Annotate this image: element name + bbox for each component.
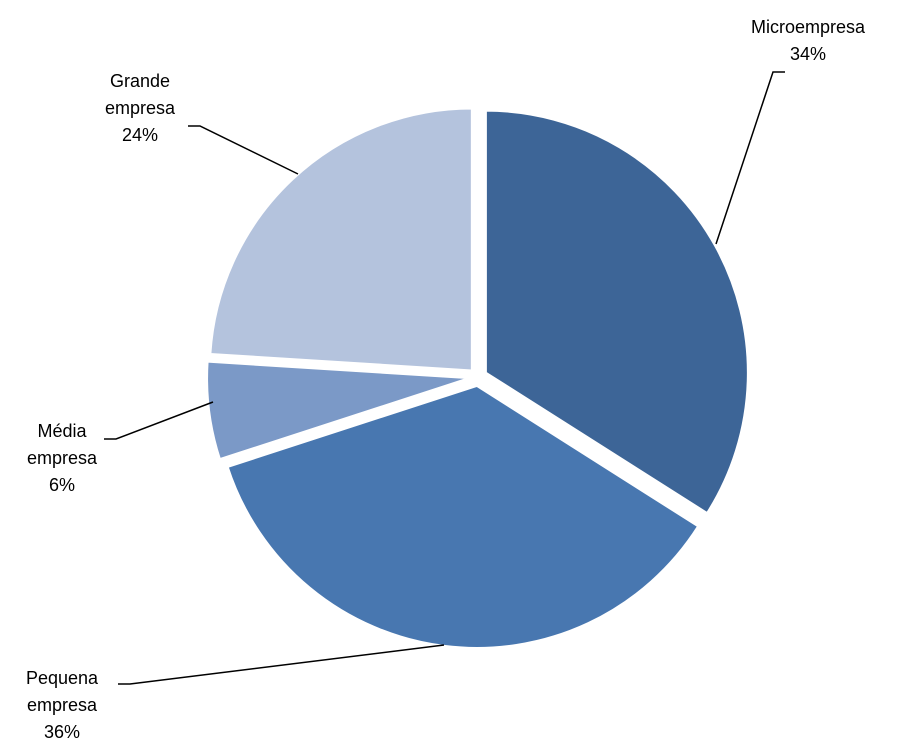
leader-line-media-empresa: [104, 401, 214, 440]
data-label-pequena-empresa: Pequena empresa 36%: [26, 668, 99, 742]
pie-slice-microempresa: [484, 109, 749, 515]
data-label-grande-empresa: Grande empresa 24%: [105, 71, 176, 145]
data-label-microempresa: Microempresa 34%: [751, 17, 866, 64]
data-label-media-empresa: Média empresa 6%: [27, 421, 98, 495]
pie-slice-media-empresa: [206, 360, 470, 461]
data-label-name-line: empresa: [27, 448, 98, 468]
pie-slices: [206, 107, 749, 649]
data-labels: Microempresa 34% Pequena empresa 36% Média emp…: [26, 17, 866, 742]
leader-line-grande-empresa: [188, 125, 299, 175]
pie-slice-pequena-empresa: [226, 384, 700, 649]
leader-line-microempresa: [715, 71, 785, 245]
data-label-percent: 36%: [44, 722, 80, 742]
data-label-percent: 34%: [790, 44, 826, 64]
data-label-percent: 24%: [122, 125, 158, 145]
leader-lines: [104, 71, 785, 685]
data-label-name-line: Pequena: [26, 668, 99, 688]
data-label-name-line: Grande: [110, 71, 170, 91]
data-label-name-line: Média: [37, 421, 87, 441]
data-label-name-line: Microempresa: [751, 17, 866, 37]
pie-slice-grande-empresa: [209, 107, 473, 372]
leader-line-pequena-empresa: [118, 644, 445, 685]
data-label-name-line: empresa: [105, 98, 176, 118]
data-label-name-line: empresa: [27, 695, 98, 715]
data-label-percent: 6%: [49, 475, 75, 495]
